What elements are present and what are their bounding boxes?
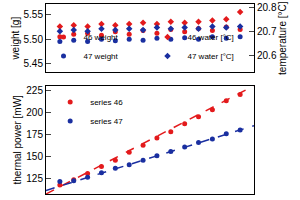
svg-text:47 weight: 47 weight	[84, 52, 119, 61]
svg-text:47 water [°C]: 47 water [°C]	[188, 52, 234, 61]
svg-text:125: 125	[26, 173, 43, 184]
svg-text:5.45: 5.45	[24, 58, 44, 69]
svg-text:series 46: series 46	[90, 98, 123, 107]
svg-text:series 47: series 47	[90, 117, 123, 126]
svg-text:thermal power [mW]: thermal power [mW]	[12, 95, 23, 185]
svg-text:175: 175	[26, 129, 43, 140]
svg-text:20.6: 20.6	[257, 50, 277, 61]
svg-text:5.55: 5.55	[24, 9, 44, 20]
svg-text:temperature [°C]: temperature [°C]	[277, 1, 288, 75]
svg-text:225: 225	[26, 85, 43, 96]
svg-text:200: 200	[26, 107, 43, 118]
svg-text:5.50: 5.50	[24, 34, 44, 45]
svg-text:20.8: 20.8	[257, 2, 277, 13]
svg-text:46 weight: 46 weight	[84, 33, 119, 42]
svg-text:weight [g]: weight [g]	[10, 17, 21, 61]
svg-text:20.7: 20.7	[257, 26, 277, 37]
svg-text:46 water [°C]: 46 water [°C]	[188, 33, 234, 42]
svg-text:150: 150	[26, 151, 43, 162]
